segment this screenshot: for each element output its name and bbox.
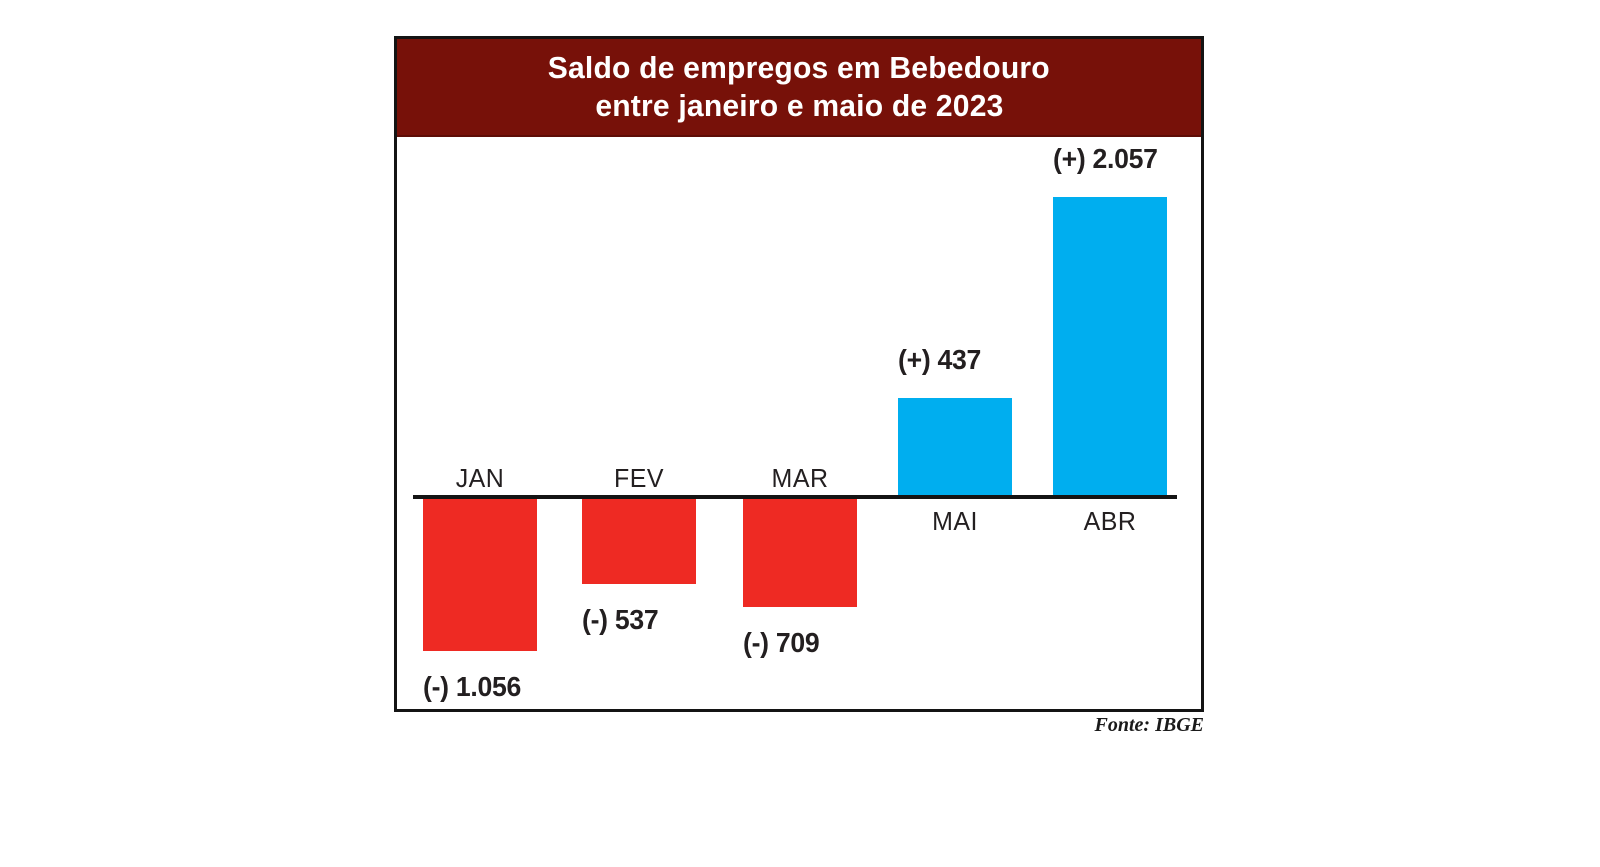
chart-title-line-1: Saldo de empregos em Bebedouro — [547, 50, 1051, 85]
bar-jan — [423, 499, 537, 651]
value-label-jan: (-) 1.056 — [423, 671, 521, 702]
chart-frame: Saldo de empregos em Bebedouro entre jan… — [394, 36, 1204, 712]
plot-area: JAN (-) 1.056 FEV (-) 537 MAR (-) 709 MAI (+) 4… — [397, 137, 1201, 709]
bar-mar — [743, 499, 857, 607]
bar-mai — [898, 398, 1012, 495]
value-label-mai: (+) 437 — [898, 344, 982, 375]
value-label-fev: (-) 537 — [582, 604, 659, 635]
month-label-mai: MAI — [932, 506, 978, 536]
month-label-abr: ABR — [1083, 506, 1137, 536]
month-label-mar: MAR — [771, 463, 829, 493]
bar-abr — [1053, 197, 1167, 495]
chart-title-line-2: entre janeiro e maio de 2023 — [594, 88, 1004, 123]
value-label-mar: (-) 709 — [743, 627, 820, 658]
month-label-jan: JAN — [455, 463, 505, 493]
x-axis-line — [413, 495, 1177, 499]
value-label-abr: (+) 2.057 — [1053, 143, 1158, 174]
month-label-fev: FEV — [613, 463, 664, 493]
source-credit: Fonte: IBGE — [1094, 714, 1204, 736]
chart-title-band: Saldo de empregos em Bebedouro entre jan… — [397, 39, 1201, 137]
bar-fev — [582, 499, 696, 584]
